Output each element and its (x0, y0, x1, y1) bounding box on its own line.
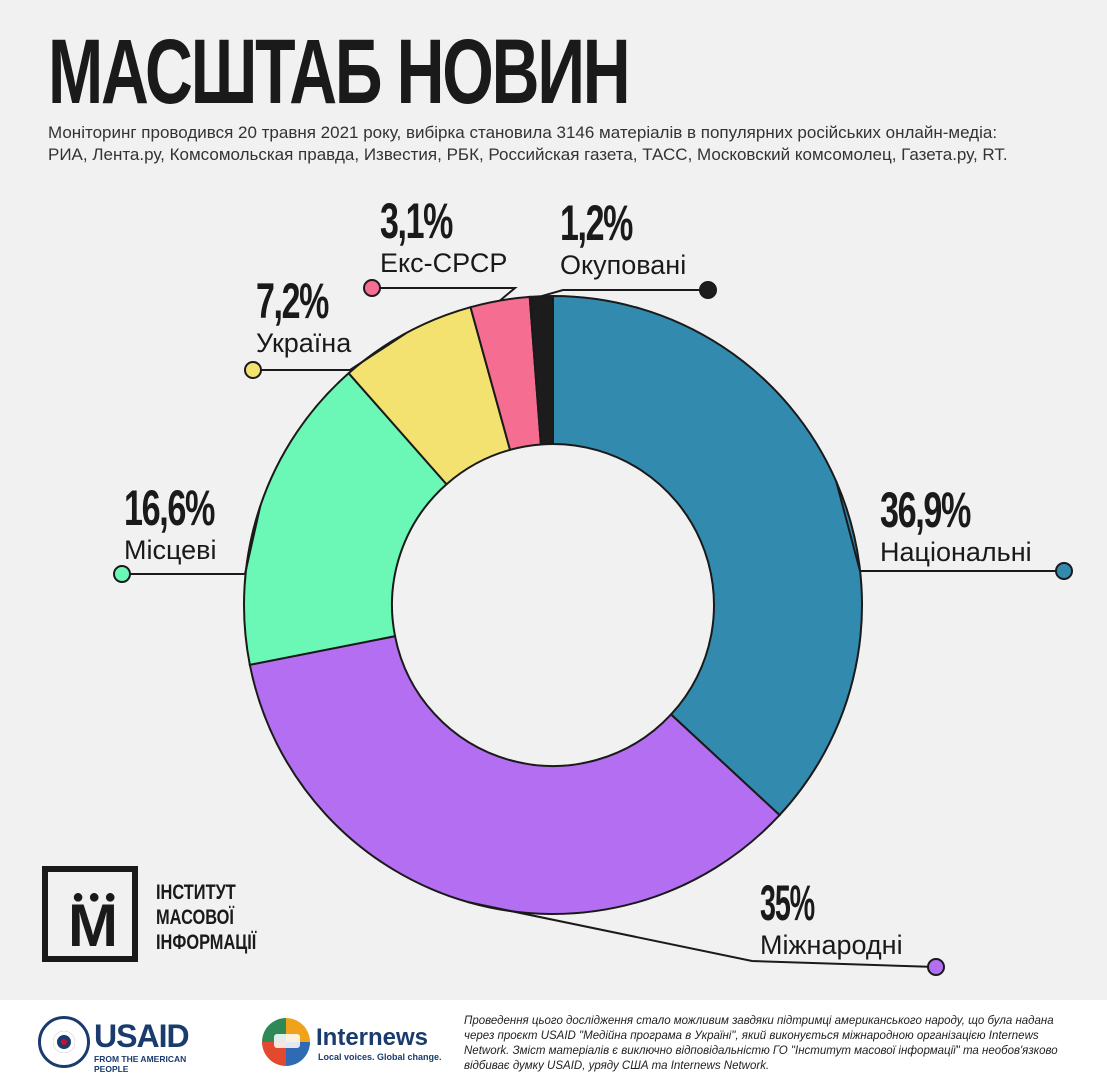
imi-name-line-1: ІНСТИТУТ (156, 881, 236, 904)
legend-dot-міжнародні (927, 958, 945, 976)
category-label-україна: Україна (256, 328, 352, 358)
value-label-місцеві: 16,6% (124, 480, 215, 536)
donut-slices (243, 294, 863, 915)
value-label-україна: 7,2% (256, 273, 329, 329)
usaid-logo: USAID FROM THE AMERICAN PEOPLE (38, 1016, 208, 1074)
imi-name: ІНСТИТУТ МАСОВОЇ ІНФОРМАЦІЇ (156, 880, 256, 955)
leader-міжнародні (468, 901, 937, 968)
value-label-міжнародні: 35% (760, 875, 815, 931)
internews-tagline: Local voices. Global change. (318, 1052, 442, 1062)
imi-name-line-2: МАСОВОЇ (156, 906, 234, 929)
category-label-місцеві: Місцеві (124, 535, 217, 565)
legend-dot-місцеві (113, 565, 131, 583)
slice-національні (552, 294, 863, 817)
category-label-окуповані: Окуповані (560, 250, 686, 280)
usaid-tagline: FROM THE AMERICAN PEOPLE (94, 1054, 187, 1074)
slice-labels: 36,9%Національні 35%Міжнародні 16,6%Місцев… (124, 193, 1032, 960)
category-label-екс-срср: Екс-СРСР (380, 248, 507, 278)
slice-міжнародні (248, 634, 781, 915)
usaid-seal-icon (38, 1016, 90, 1068)
leader-україна (253, 332, 407, 371)
value-label-екс-срср: 3,1% (380, 193, 453, 249)
funding-disclaimer: Проведення цього дослідження стало можли… (464, 1015, 1058, 1072)
page-subtitle: Моніторинг проводився 20 травня 2021 рок… (48, 123, 1008, 164)
legend-dot-україна (244, 361, 262, 379)
legend-dot-окуповані (699, 281, 717, 299)
footer: USAID FROM THE AMERICAN PEOPLE Internews… (0, 1000, 1107, 1089)
internews-wordmark: Internews (316, 1024, 429, 1051)
page-title: МАСШТАБ НОВИН (48, 21, 631, 123)
value-label-окуповані: 1,2% (560, 195, 633, 251)
category-label-національні: Національні (880, 537, 1032, 567)
legend-dot-екс-срср (363, 279, 381, 297)
leader-місцеві (122, 505, 262, 575)
leader-екс-срср (372, 287, 518, 302)
imi-logo-dots: ●●● (72, 886, 121, 908)
label-leaders (113, 279, 1073, 976)
donut-chart: 36,9%Національні 35%Міжнародні 16,6%Місцев… (113, 193, 1073, 976)
value-label-національні: 36,9% (880, 482, 971, 538)
internews-logo: Internews Local voices. Global change. (262, 1016, 442, 1072)
imi-name-line-3: ІНФОРМАЦІЇ (156, 931, 257, 954)
leader-національні (835, 481, 1064, 572)
slice-окуповані (528, 294, 554, 446)
leader-окуповані (541, 289, 708, 298)
category-label-міжнародні: Міжнародні (760, 930, 903, 960)
imi-logo: ●●● М (42, 866, 138, 962)
internews-mark-icon (262, 1018, 310, 1066)
legend-dot-національні (1055, 562, 1073, 580)
usaid-wordmark: USAID (94, 1018, 190, 1054)
imi-logo-mark: М (68, 892, 118, 959)
